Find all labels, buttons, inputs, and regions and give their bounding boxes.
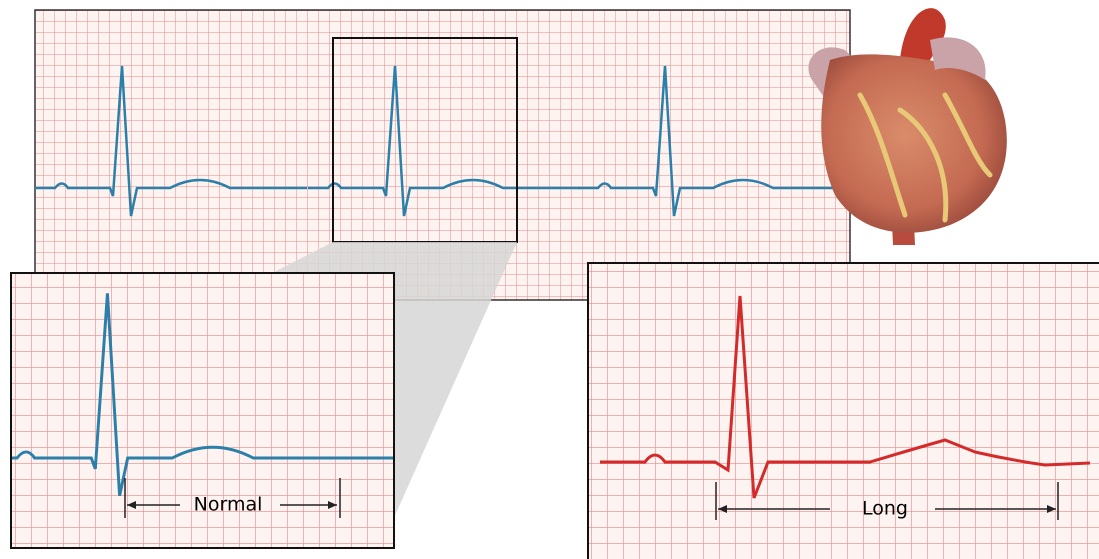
normal-label: Normal <box>194 494 263 516</box>
long-panel: Long <box>587 262 1099 559</box>
heart-illustration <box>808 8 1007 245</box>
normal-panel: Normal <box>10 272 395 549</box>
long-label: Long <box>862 498 908 520</box>
